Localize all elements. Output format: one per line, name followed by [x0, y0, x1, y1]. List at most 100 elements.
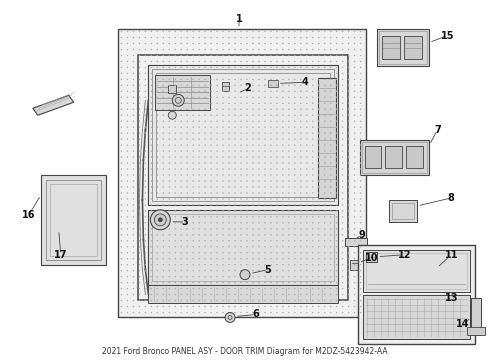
Circle shape	[336, 103, 337, 104]
Circle shape	[258, 97, 259, 98]
Circle shape	[193, 115, 194, 116]
Circle shape	[258, 49, 259, 50]
Circle shape	[187, 264, 188, 265]
Circle shape	[324, 276, 325, 277]
Circle shape	[127, 312, 128, 313]
Circle shape	[139, 168, 140, 170]
Circle shape	[228, 222, 229, 223]
Circle shape	[354, 115, 355, 116]
Circle shape	[133, 61, 134, 62]
Circle shape	[169, 258, 170, 259]
Circle shape	[258, 294, 259, 295]
Circle shape	[294, 240, 295, 241]
Circle shape	[217, 115, 218, 116]
Circle shape	[241, 67, 242, 68]
Circle shape	[300, 168, 301, 170]
Circle shape	[336, 97, 337, 98]
Text: 12: 12	[397, 250, 411, 260]
Circle shape	[193, 37, 194, 38]
Circle shape	[133, 204, 134, 206]
Circle shape	[241, 31, 242, 32]
Circle shape	[336, 79, 337, 80]
Circle shape	[151, 55, 152, 56]
Circle shape	[348, 168, 349, 170]
Circle shape	[288, 109, 289, 110]
Circle shape	[145, 186, 146, 188]
Circle shape	[139, 127, 140, 128]
Circle shape	[342, 79, 343, 80]
Circle shape	[276, 264, 277, 265]
Circle shape	[330, 175, 331, 176]
Circle shape	[145, 264, 146, 265]
Circle shape	[354, 204, 355, 206]
Circle shape	[241, 288, 242, 289]
Circle shape	[222, 246, 223, 247]
Circle shape	[294, 157, 295, 158]
Circle shape	[306, 180, 307, 181]
Circle shape	[258, 276, 259, 277]
Circle shape	[330, 186, 331, 188]
Circle shape	[312, 55, 313, 56]
Circle shape	[175, 246, 176, 247]
Circle shape	[235, 270, 236, 271]
Circle shape	[217, 133, 218, 134]
Circle shape	[336, 67, 337, 68]
Circle shape	[348, 133, 349, 134]
Circle shape	[198, 300, 200, 301]
Circle shape	[241, 312, 242, 313]
Circle shape	[193, 258, 194, 259]
Bar	[366, 252, 377, 262]
Circle shape	[336, 73, 337, 74]
Circle shape	[330, 240, 331, 241]
Circle shape	[354, 294, 355, 295]
Circle shape	[354, 109, 355, 110]
Circle shape	[133, 258, 134, 259]
Circle shape	[235, 67, 236, 68]
Circle shape	[127, 91, 128, 92]
Circle shape	[288, 186, 289, 188]
Circle shape	[133, 49, 134, 50]
Circle shape	[217, 103, 218, 104]
Circle shape	[139, 294, 140, 295]
Circle shape	[139, 198, 140, 199]
Circle shape	[318, 43, 319, 44]
Circle shape	[294, 300, 295, 301]
Circle shape	[133, 216, 134, 217]
Circle shape	[211, 61, 212, 62]
Circle shape	[145, 216, 146, 217]
Circle shape	[270, 222, 271, 223]
Circle shape	[360, 79, 361, 80]
Circle shape	[193, 198, 194, 199]
Circle shape	[127, 73, 128, 74]
Circle shape	[288, 258, 289, 259]
Circle shape	[360, 222, 361, 223]
Circle shape	[127, 145, 128, 146]
Circle shape	[133, 79, 134, 80]
Circle shape	[342, 210, 343, 211]
Circle shape	[241, 55, 242, 56]
Circle shape	[276, 258, 277, 259]
Circle shape	[235, 186, 236, 188]
Bar	[363, 250, 470, 292]
Circle shape	[300, 121, 301, 122]
Circle shape	[139, 49, 140, 50]
Circle shape	[282, 234, 283, 235]
Circle shape	[265, 294, 266, 295]
Text: 2: 2	[245, 84, 251, 93]
Circle shape	[246, 37, 247, 38]
Circle shape	[175, 97, 176, 98]
Circle shape	[133, 97, 134, 98]
Circle shape	[324, 228, 325, 229]
Circle shape	[222, 109, 223, 110]
Text: 5: 5	[265, 265, 271, 275]
Circle shape	[312, 240, 313, 241]
Circle shape	[163, 175, 164, 176]
Circle shape	[181, 252, 182, 253]
Circle shape	[193, 276, 194, 277]
Circle shape	[252, 288, 253, 289]
Circle shape	[121, 258, 122, 259]
Circle shape	[163, 31, 164, 32]
Circle shape	[198, 258, 200, 259]
Circle shape	[121, 37, 122, 38]
Circle shape	[282, 121, 283, 122]
